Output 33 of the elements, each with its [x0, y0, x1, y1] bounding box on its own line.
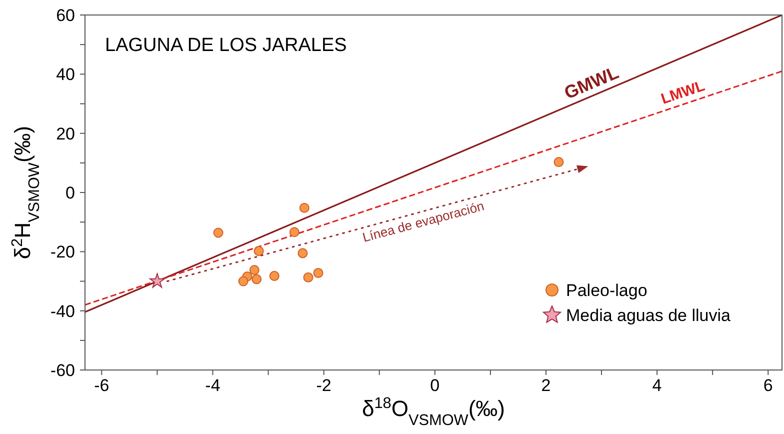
- legend-label: Media aguas de lluvia: [566, 306, 731, 325]
- x-axis-title: δ$^{18}$O$_{VSMOW}$(‰): [362, 394, 506, 428]
- point: [249, 265, 260, 276]
- y-tick-label: 0: [66, 184, 75, 202]
- point: [303, 272, 314, 282]
- x-tick-label: -6: [94, 376, 110, 395]
- text: LMWL: [658, 77, 708, 108]
- point: [299, 202, 310, 213]
- point: [269, 270, 280, 281]
- x-tick-label: -4: [205, 376, 220, 395]
- point: [298, 248, 308, 258]
- point: [238, 276, 248, 286]
- point: [150, 273, 165, 288]
- y-tick-label: 60: [56, 6, 75, 25]
- x-tick-label: 4: [652, 376, 662, 395]
- y-tick-label: -60: [50, 361, 75, 380]
- text: LAGUNA DE LOS JARALES: [105, 35, 347, 56]
- point: [252, 274, 262, 284]
- point: [289, 227, 300, 238]
- y-tick-label: -40: [50, 302, 75, 321]
- text: GMWL: [561, 62, 622, 104]
- x-tick-label: 0: [430, 376, 440, 395]
- y-tick-label: 40: [56, 65, 75, 84]
- x-tick-label: 2: [541, 376, 551, 395]
- point: [554, 157, 564, 168]
- point: [313, 268, 324, 278]
- legend-label: Paleo-lago: [566, 281, 648, 300]
- y-tick-label: 20: [56, 124, 75, 144]
- point: [254, 246, 264, 256]
- y-tick-label: -20: [50, 242, 75, 262]
- x-tick-label: 6: [763, 376, 773, 395]
- point: [213, 228, 224, 238]
- x-tick-label: -2: [316, 376, 332, 395]
